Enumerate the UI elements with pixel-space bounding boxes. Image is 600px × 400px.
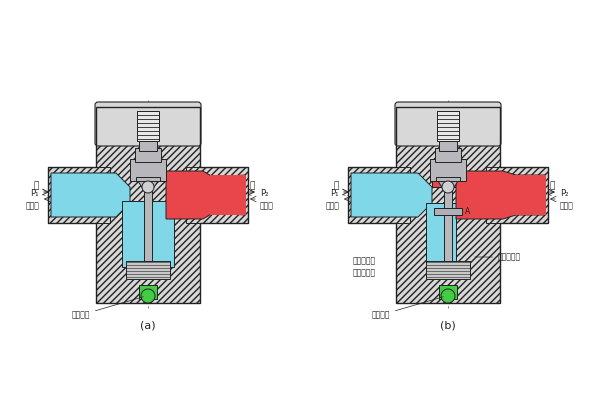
- Text: 反向出: 反向出: [325, 202, 339, 210]
- Text: 出: 出: [550, 182, 556, 190]
- FancyBboxPatch shape: [95, 102, 201, 146]
- Polygon shape: [438, 181, 458, 189]
- Bar: [434, 208, 462, 215]
- FancyBboxPatch shape: [395, 102, 501, 146]
- Polygon shape: [166, 171, 245, 219]
- Circle shape: [142, 181, 154, 193]
- Polygon shape: [51, 173, 130, 217]
- Polygon shape: [186, 223, 248, 285]
- Polygon shape: [136, 177, 160, 181]
- Bar: [126, 261, 170, 279]
- Bar: [144, 177, 152, 277]
- Polygon shape: [486, 105, 548, 167]
- Polygon shape: [348, 167, 410, 223]
- Text: 进: 进: [334, 182, 339, 190]
- Text: P₁: P₁: [31, 190, 39, 198]
- Polygon shape: [48, 105, 110, 167]
- Polygon shape: [351, 173, 432, 217]
- Text: A: A: [465, 208, 470, 216]
- Circle shape: [442, 181, 454, 193]
- Circle shape: [141, 289, 155, 303]
- Text: (a): (a): [140, 320, 156, 330]
- Polygon shape: [210, 175, 246, 215]
- Polygon shape: [426, 203, 456, 267]
- Bar: [137, 111, 159, 141]
- Polygon shape: [513, 175, 546, 215]
- Text: 进: 进: [34, 182, 39, 190]
- Text: 打小孔后可
成为内泄式: 打小孔后可 成为内泄式: [353, 256, 376, 278]
- Polygon shape: [348, 223, 410, 285]
- Text: (b): (b): [440, 320, 456, 330]
- Text: 反向进: 反向进: [560, 202, 574, 210]
- Polygon shape: [396, 107, 500, 303]
- Circle shape: [441, 289, 455, 303]
- Polygon shape: [436, 177, 460, 181]
- Text: 通外泄油口: 通外泄油口: [475, 252, 521, 262]
- Polygon shape: [138, 181, 158, 189]
- Bar: [130, 159, 166, 181]
- Bar: [435, 148, 461, 162]
- Polygon shape: [348, 105, 410, 167]
- Text: 反向进: 反向进: [260, 202, 274, 210]
- Polygon shape: [48, 223, 110, 285]
- Polygon shape: [186, 105, 248, 167]
- Bar: [437, 111, 459, 141]
- Text: 反向出: 反向出: [25, 202, 39, 210]
- Bar: [430, 159, 466, 181]
- Text: P₂: P₂: [560, 190, 568, 198]
- Bar: [139, 285, 157, 299]
- Polygon shape: [486, 167, 548, 223]
- Text: 控制油口: 控制油口: [371, 297, 443, 320]
- Polygon shape: [432, 171, 456, 187]
- Bar: [444, 177, 452, 277]
- Polygon shape: [186, 167, 248, 223]
- Bar: [426, 261, 470, 279]
- Bar: [439, 285, 457, 299]
- Polygon shape: [48, 167, 110, 223]
- Text: P₂: P₂: [260, 190, 268, 198]
- Bar: [139, 141, 157, 151]
- Text: P₁: P₁: [331, 190, 339, 198]
- Polygon shape: [96, 107, 200, 303]
- Text: 出: 出: [250, 182, 256, 190]
- Polygon shape: [456, 171, 545, 219]
- Bar: [135, 148, 161, 162]
- Text: 控制油口: 控制油口: [71, 297, 143, 320]
- Bar: [439, 141, 457, 151]
- Polygon shape: [122, 201, 174, 267]
- Polygon shape: [486, 223, 548, 285]
